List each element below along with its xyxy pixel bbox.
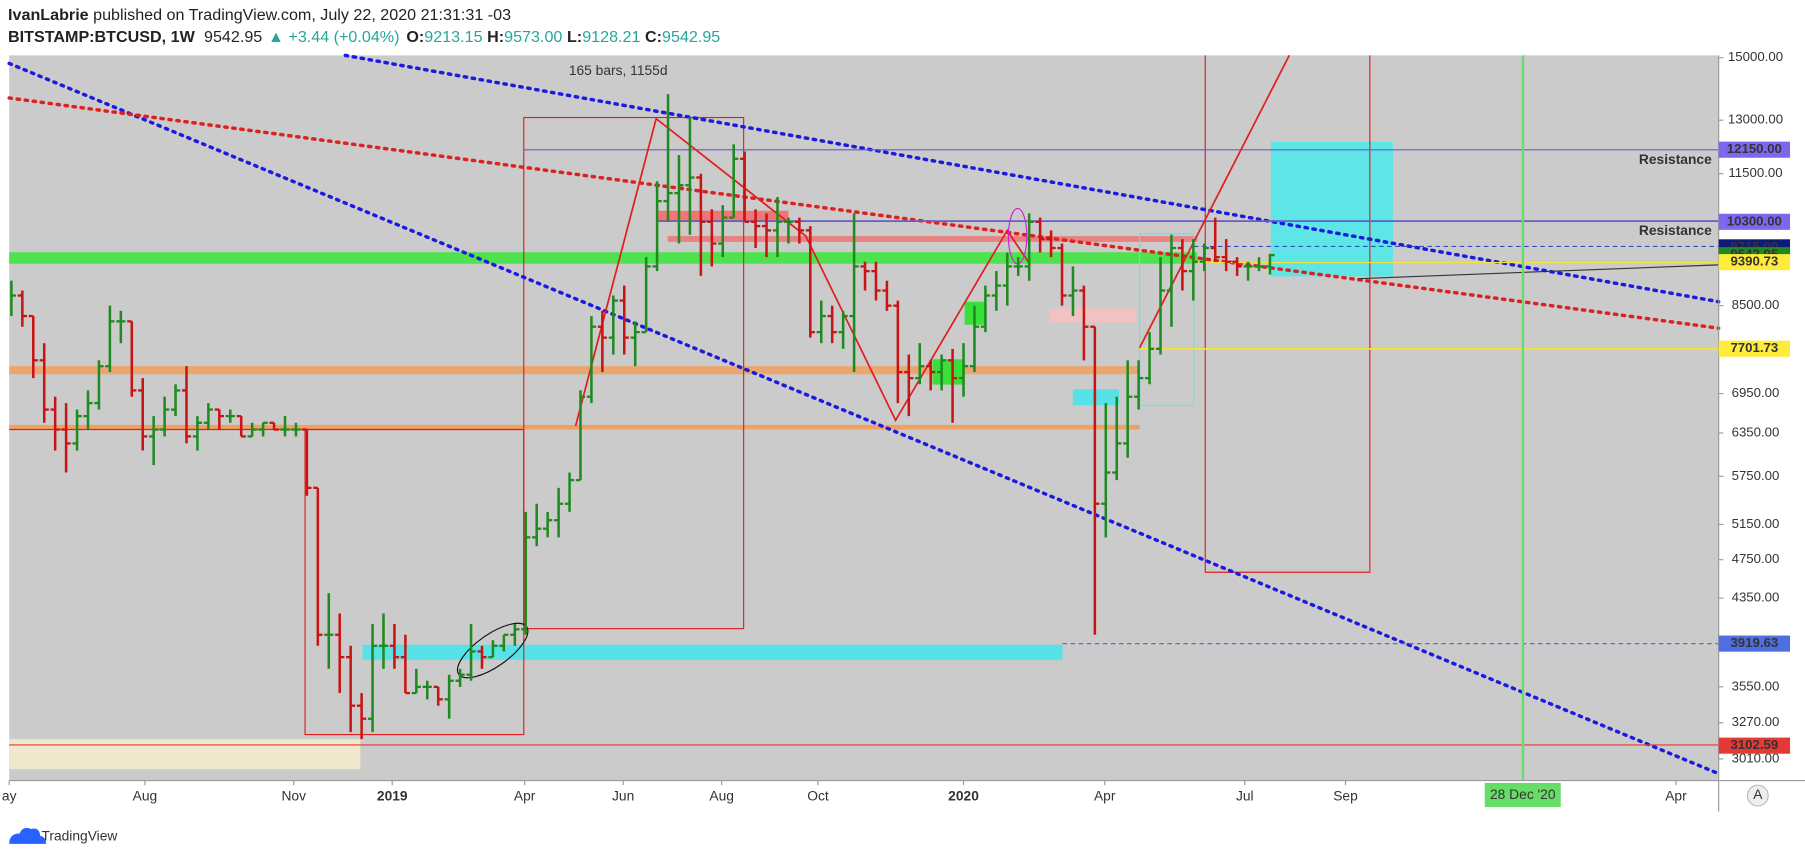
date-marker-label: 28 Dec '20: [1490, 786, 1556, 802]
zone: [1049, 308, 1137, 323]
l: 9128.21: [582, 28, 640, 46]
auto-scale-icon: A: [1753, 786, 1763, 802]
published: published on TradingView.com, July 22, 2…: [89, 6, 511, 24]
x-tick-label: 2019: [377, 787, 408, 803]
target-box: [1270, 141, 1393, 277]
x-tick-label: Aug: [133, 787, 158, 803]
price-label: 12150.00: [1727, 141, 1782, 156]
symbol: BITSTAMP:BTCUSD, 1W: [8, 28, 196, 46]
x-tick-label: Jul: [1236, 787, 1254, 803]
y-tick-label: 13000.00: [1728, 112, 1783, 127]
price-label-box: [1718, 340, 1791, 357]
x-tick-label: Oct: [807, 787, 829, 803]
y-tick-label: 3550.00: [1732, 678, 1780, 693]
price-label-box: [1718, 141, 1791, 158]
axis-labels: 15000.00 13000.00 11500.00 8500.00 6950.00 63…: [2, 49, 1791, 808]
box: [1139, 233, 1195, 406]
date-marker-box: [1484, 782, 1561, 808]
zone: [9, 252, 1198, 264]
logo-icon: [9, 827, 47, 844]
zone: [9, 424, 1140, 430]
price-label: 3919.63: [1730, 635, 1778, 650]
y-tick-label: 6950.00: [1732, 385, 1780, 400]
box: [1204, 55, 1371, 573]
trendline: [7, 61, 1721, 776]
symbol-line: BITSTAMP:BTCUSD, 1W 9542.95 ▲ +3.44 (+0.04…: [8, 28, 720, 46]
x-tick-label: Nov: [281, 787, 306, 803]
price-label: 7701.73: [1730, 340, 1778, 355]
author: IvanLabrie: [8, 6, 89, 24]
annotation: Resistance: [1639, 222, 1712, 238]
bars: [10, 94, 1275, 740]
x-tick-label: Sep: [1333, 787, 1358, 803]
x-tick-label: Aug: [709, 787, 734, 803]
change: ▲ +3.44 (+0.04%): [268, 28, 399, 46]
price-label: 3102.59: [1730, 737, 1778, 752]
o: 9213.15: [424, 28, 482, 46]
zigzag: [1138, 54, 1291, 349]
price-label: 9390.73: [1730, 254, 1778, 269]
y-tick-label: 5150.00: [1732, 516, 1780, 531]
o-label: O:: [406, 28, 424, 46]
y-tick-label: 3010.00: [1732, 750, 1780, 765]
trendline: [343, 53, 1721, 304]
y-tick-label: 15000.00: [1728, 49, 1783, 64]
c-label: C:: [645, 28, 662, 46]
zone: [9, 739, 361, 770]
c: 9542.95: [662, 28, 720, 46]
y-tick-label: 6350.00: [1732, 424, 1780, 439]
auto-scale-button[interactable]: [1746, 784, 1769, 807]
price-label-box: [1718, 213, 1791, 230]
trendline: [1358, 264, 1719, 280]
x-tick-label: Apr: [1094, 787, 1116, 803]
price: 9542.95: [204, 28, 262, 46]
y-tick-label: 8500.00: [1732, 297, 1780, 312]
x-tick-label: ay: [2, 787, 17, 803]
x-tick-label: Apr: [1665, 787, 1687, 803]
zigzag: [574, 117, 1031, 427]
y-tick-label: 4750.00: [1732, 551, 1780, 566]
zone: [362, 644, 1063, 660]
trendline: [7, 96, 1721, 330]
measure-label: 165 bars, 1155d: [569, 62, 668, 78]
x-tick-label: 2020: [948, 787, 979, 803]
x-tick-label: Jun: [612, 787, 634, 803]
y-tick-label: 3270.00: [1732, 714, 1780, 729]
price-label: 10300.00: [1727, 213, 1782, 228]
brand: TradingView: [41, 828, 117, 844]
price-label-box: [1718, 635, 1791, 652]
y-tick-label: 5750.00: [1732, 468, 1780, 483]
publish-line: IvanLabrie published on TradingView.com,…: [8, 6, 511, 24]
x-tick-label: Apr: [514, 787, 536, 803]
annotation: Resistance: [1639, 151, 1712, 167]
zone: [667, 236, 1198, 242]
y-tick-label: 11500.00: [1728, 165, 1782, 180]
h-label: H:: [487, 28, 504, 46]
price-label-box: [1718, 254, 1791, 271]
box: [523, 116, 745, 630]
price-label-box: [1718, 737, 1791, 754]
y-tick-label: 4350.00: [1732, 590, 1780, 605]
l-label: L:: [567, 28, 582, 46]
h: 9573.00: [504, 28, 562, 46]
zone: [9, 366, 1140, 375]
drawings: [7, 53, 1721, 781]
